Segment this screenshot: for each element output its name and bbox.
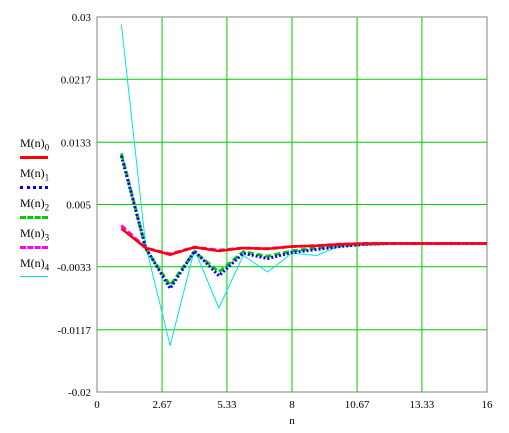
series-line-1	[119, 155, 487, 290]
legend-swatch	[20, 276, 48, 277]
legend-item-3: M(n)3	[20, 226, 90, 256]
legend-swatch	[20, 216, 48, 219]
y-tick-label: -0.02	[68, 387, 91, 399]
legend-item-0: M(n)0	[20, 136, 90, 166]
legend-series-name: M(n)	[20, 196, 45, 210]
legend-label: M(n)2	[20, 196, 49, 212]
grid	[97, 17, 487, 392]
x-tick-label: 10.67	[345, 399, 370, 411]
legend-swatch	[20, 186, 48, 189]
legend-swatch	[20, 156, 48, 159]
legend-item-2: M(n)2	[20, 196, 90, 226]
legend-label: M(n)1	[20, 166, 49, 182]
x-tick-label: 16	[482, 399, 494, 411]
y-tick-label: 0.0133	[61, 137, 92, 149]
legend-series-subscript: 0	[44, 142, 50, 153]
legend-swatch	[20, 246, 48, 249]
y-tick-label: 0.005	[66, 200, 91, 212]
x-tick-label: 8	[289, 399, 295, 411]
tick-labels: 0 2.67 5.33 8 10.67 13.33 16 0.03 0.0217 0.0133 0.…	[57, 12, 493, 411]
series-line-2	[119, 153, 487, 287]
legend-series-subscript: 2	[44, 202, 50, 213]
legend-series-name: M(n)	[20, 136, 45, 150]
legend-series-name: M(n)	[20, 226, 45, 240]
y-tick-label: -0.0117	[57, 325, 91, 337]
legend-series-name: M(n)	[20, 256, 45, 270]
series-line-4	[120, 24, 487, 346]
legend-item-4: M(n)4	[20, 256, 90, 286]
legend-item-1: M(n)1	[20, 166, 90, 196]
x-tick-label: 0	[94, 399, 100, 411]
x-tick-label: 2.67	[152, 399, 172, 411]
x-tick-label: 5.33	[217, 399, 237, 411]
y-tick-label: -0.0033	[57, 262, 91, 274]
legend-series-subscript: 1	[44, 172, 50, 183]
x-tick-label: 13.33	[410, 399, 435, 411]
series-line-0	[120, 227, 487, 256]
y-tick-label: 0.03	[72, 12, 92, 24]
y-tick-label: 0.0217	[61, 74, 92, 86]
legend-label: M(n)3	[20, 226, 49, 242]
legend-series-name: M(n)	[20, 166, 45, 180]
plot-frame	[96, 16, 488, 393]
legend-series-subscript: 4	[44, 262, 50, 273]
x-axis-label: n	[289, 415, 295, 427]
legend-series-subscript: 3	[44, 232, 50, 243]
legend-label: M(n)4	[20, 256, 49, 272]
legend: M(n)0 M(n)1 M(n)2 M(n)3 M(n)4	[20, 136, 90, 286]
series-layer	[119, 24, 487, 346]
legend-label: M(n)0	[20, 136, 49, 152]
